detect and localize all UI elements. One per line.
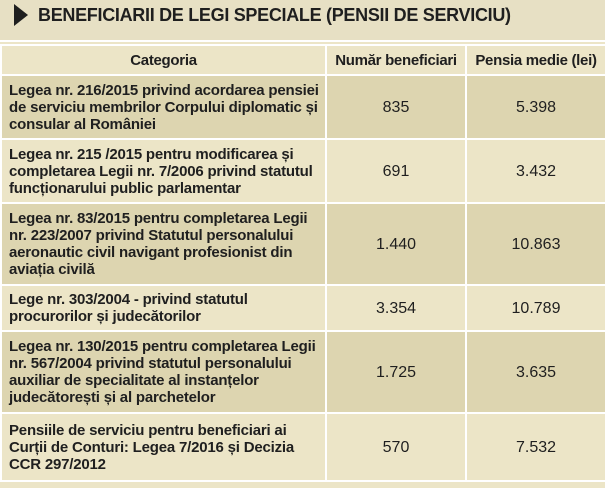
average-pension-cell: 3.432 bbox=[465, 138, 605, 204]
table-row: Pensiile de serviciu pentru beneficiari … bbox=[0, 412, 605, 482]
beneficiaries-cell: 835 bbox=[325, 74, 467, 140]
beneficiaries-cell: 691 bbox=[325, 138, 467, 204]
pensions-table: Categoria Număr beneficiari Pensia medie… bbox=[0, 44, 605, 482]
table-row: Legea nr. 216/2015 privind acordarea pen… bbox=[0, 74, 605, 140]
column-header-average-pension: Pensia medie (lei) bbox=[465, 44, 605, 76]
title-bar: BENEFICIARII DE LEGI SPECIALE (PENSII DE… bbox=[0, 0, 605, 42]
table-row: Lege nr. 303/2004 - privind statutul pro… bbox=[0, 284, 605, 332]
category-cell: Pensiile de serviciu pentru beneficiari … bbox=[0, 412, 327, 482]
beneficiaries-cell: 3.354 bbox=[325, 284, 467, 332]
category-cell: Legea nr. 83/2015 pentru completarea Leg… bbox=[0, 202, 327, 286]
average-pension-cell: 3.635 bbox=[465, 330, 605, 414]
category-cell: Legea nr. 130/2015 pentru completarea Le… bbox=[0, 330, 327, 414]
category-cell: Legea nr. 216/2015 privind acordarea pen… bbox=[0, 74, 327, 140]
beneficiaries-cell: 1.725 bbox=[325, 330, 467, 414]
table-row: Legea nr. 215 /2015 pentru modificarea ș… bbox=[0, 138, 605, 204]
beneficiaries-cell: 570 bbox=[325, 412, 467, 482]
category-cell: Legea nr. 215 /2015 pentru modificarea ș… bbox=[0, 138, 327, 204]
table-header-row: Categoria Număr beneficiari Pensia medie… bbox=[0, 44, 605, 76]
beneficiaries-cell: 1.440 bbox=[325, 202, 467, 286]
table-row: Legea nr. 130/2015 pentru completarea Le… bbox=[0, 330, 605, 414]
average-pension-cell: 10.789 bbox=[465, 284, 605, 332]
table-row: Legea nr. 83/2015 pentru completarea Leg… bbox=[0, 202, 605, 286]
average-pension-cell: 5.398 bbox=[465, 74, 605, 140]
average-pension-cell: 10.863 bbox=[465, 202, 605, 286]
category-cell: Lege nr. 303/2004 - privind statutul pro… bbox=[0, 284, 327, 332]
average-pension-cell: 7.532 bbox=[465, 412, 605, 482]
triangle-marker-icon bbox=[14, 4, 28, 26]
column-header-category: Categoria bbox=[0, 44, 327, 76]
column-header-beneficiaries: Număr beneficiari bbox=[325, 44, 467, 76]
page-title: BENEFICIARII DE LEGI SPECIALE (PENSII DE… bbox=[38, 5, 511, 25]
